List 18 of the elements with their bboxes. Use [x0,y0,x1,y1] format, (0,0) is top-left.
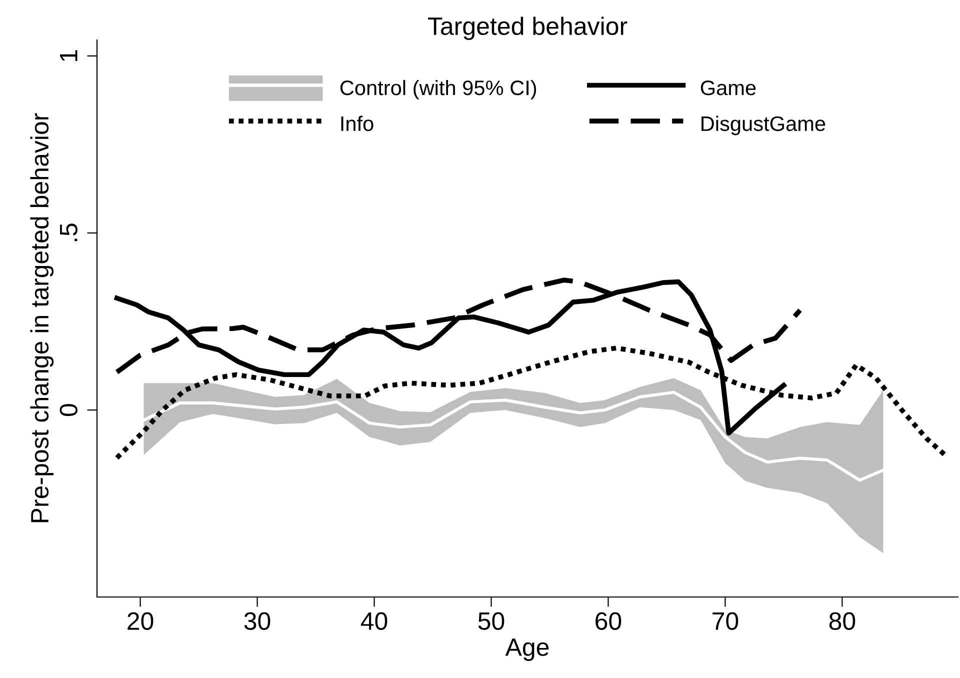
legend-label: Info [341,116,374,132]
y-tick-label: .5 [60,224,78,242]
x-tick-label: 60 [596,612,622,630]
y-tick-label: 1 [60,50,78,61]
x-tick-label: 50 [478,612,504,630]
x-tick-label: 80 [829,612,856,630]
x-tick-label: 70 [712,612,738,630]
x-tick-label: 30 [244,612,270,630]
legend-label: Game [700,80,756,96]
y-tick-label: 0 [60,404,78,416]
legend-label: Control (with 95% CI) [340,80,536,100]
legend-label: DisgustGame [702,116,826,136]
x-tick-label: 40 [360,612,388,630]
chart-title: Targeted behavior [428,16,628,40]
line-series [142,390,885,482]
x-tick-label: 20 [128,612,154,630]
y-axis-title: Pre-post change in targeted behavior [30,113,54,522]
x-axis-title: Age [505,638,549,661]
